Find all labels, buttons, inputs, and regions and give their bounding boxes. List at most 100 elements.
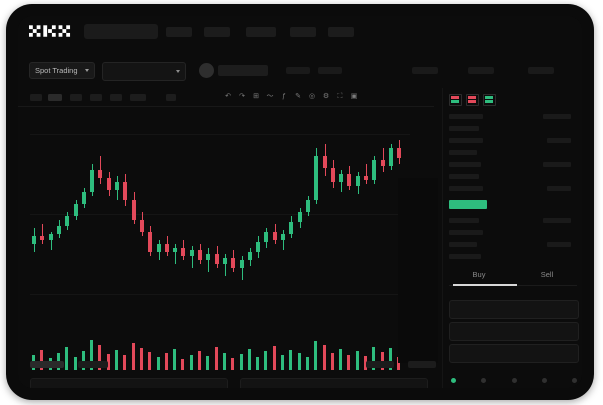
volume-bar [181,358,185,370]
nav-item-2[interactable] [204,27,230,37]
price-chart[interactable] [18,106,434,370]
search-input[interactable] [84,24,158,39]
timeframe-1-icon[interactable] [30,94,42,101]
indicator-icon[interactable]: ƒ [282,93,286,100]
app-screen: Spot Trading [18,16,582,388]
grid-line [30,214,410,215]
pair-selector[interactable] [102,62,186,81]
orderbook-row[interactable] [449,186,483,191]
candle-body [305,200,310,212]
nav-item-1[interactable] [166,27,192,37]
orderbook-row[interactable] [449,254,481,259]
candle-body [339,174,344,182]
candle-body [364,176,368,180]
candle-body [156,244,161,252]
timeframe-2-icon[interactable] [48,94,62,101]
redo-icon[interactable]: ↷ [239,93,245,100]
settings-icon[interactable]: ⚙ [322,93,330,100]
orderbook-bids-icon[interactable] [483,94,496,106]
timeframe-4-icon[interactable] [90,94,102,101]
volume-bar [322,344,326,370]
market-type-select[interactable]: Spot Trading [29,62,95,79]
volume-bar [106,354,110,370]
orderbook-row[interactable] [449,126,479,131]
top-navigation-bar [18,16,582,48]
order-price-field[interactable] [449,300,579,319]
orderbook-row[interactable] [449,162,481,167]
volume-bar [173,349,177,370]
bottom-card-2[interactable] [240,378,428,388]
slider-step-2[interactable] [511,378,517,383]
slider-step-1[interactable] [481,378,487,383]
orderbook-row[interactable] [449,218,479,223]
orderbook-asks-icon[interactable] [466,94,479,106]
timeframe-6-icon[interactable] [130,94,146,101]
chevron-down-icon [85,69,89,72]
tab-buy[interactable]: Buy [472,270,486,279]
orderbook-both-icon[interactable] [449,94,462,106]
last-price-value [218,65,268,76]
order-total-field[interactable] [449,344,579,363]
volume-bar [139,348,143,370]
orderbook-row-size [547,242,571,247]
amount-slider[interactable] [451,378,577,383]
volume-bar [388,348,392,370]
pencil-icon[interactable]: ✎ [295,93,301,100]
chevron-down-icon [176,70,180,73]
orderbook-row[interactable] [449,174,479,179]
nav-item-4[interactable] [290,27,316,37]
order-amount-field[interactable] [449,322,579,341]
candle-body [314,156,319,200]
chart-type-icon[interactable] [166,94,176,101]
bottom-tab-order-history[interactable] [78,361,108,368]
volume-bar [123,355,127,370]
orderbook-row[interactable] [449,230,483,235]
volume-bar [355,350,359,370]
slider-step-4[interactable] [572,378,577,383]
chart-overlay-shape [398,178,438,363]
fullscreen-icon[interactable]: ⛶ [337,93,343,100]
orderbook-view-tabs [449,94,496,106]
bar-style-icon[interactable]: ⊞ [253,93,259,100]
volume-bar [214,346,218,370]
orderbook-panel: Buy Sell [442,88,582,388]
candle-body [297,212,302,222]
nav-item-3[interactable] [246,27,276,37]
timeframe-3-icon[interactable] [70,94,82,101]
orderbook-row[interactable] [449,242,477,247]
candle-wick [42,224,44,244]
candle-body [65,216,70,226]
line-style-icon[interactable]: 〜 [266,93,274,100]
nav-item-5[interactable] [328,27,354,37]
magnet-icon[interactable]: ◎ [308,93,316,100]
orderbook-row[interactable] [449,138,483,143]
orderbook-row[interactable] [449,150,477,155]
bottom-tab-open-orders[interactable] [30,361,64,368]
tab-sell[interactable]: Sell [540,270,554,279]
slider-step-0[interactable] [451,378,456,383]
chart-panel: ↶ ↷ ⊞ 〜 ƒ ✎ ◎ ⚙ ⛶ ▣ [18,88,438,370]
candle-wick [366,164,367,184]
bottom-card-1[interactable] [30,378,228,388]
orderbook-row[interactable] [449,114,483,119]
bottom-tab-positions[interactable] [366,361,394,368]
volume-bar [73,356,77,370]
slider-step-3[interactable] [541,378,547,383]
timeframe-5-icon[interactable] [110,94,122,101]
undo-icon[interactable]: ↶ [225,93,231,100]
volume-bar [339,349,343,370]
candle-body [247,252,252,260]
candle-body [32,236,36,244]
tab-active-indicator [453,284,517,286]
bottom-tab-assets[interactable] [408,361,436,368]
candle-body [90,170,95,192]
candle-body [81,192,86,204]
candle-body [164,244,169,252]
okx-logo-icon[interactable] [29,25,71,38]
candle-wick [241,256,243,280]
candle-body [372,160,377,180]
candle-body [272,232,277,240]
camera-icon[interactable]: ▣ [350,93,358,100]
candle-body [173,248,178,252]
candle-body [56,226,61,234]
